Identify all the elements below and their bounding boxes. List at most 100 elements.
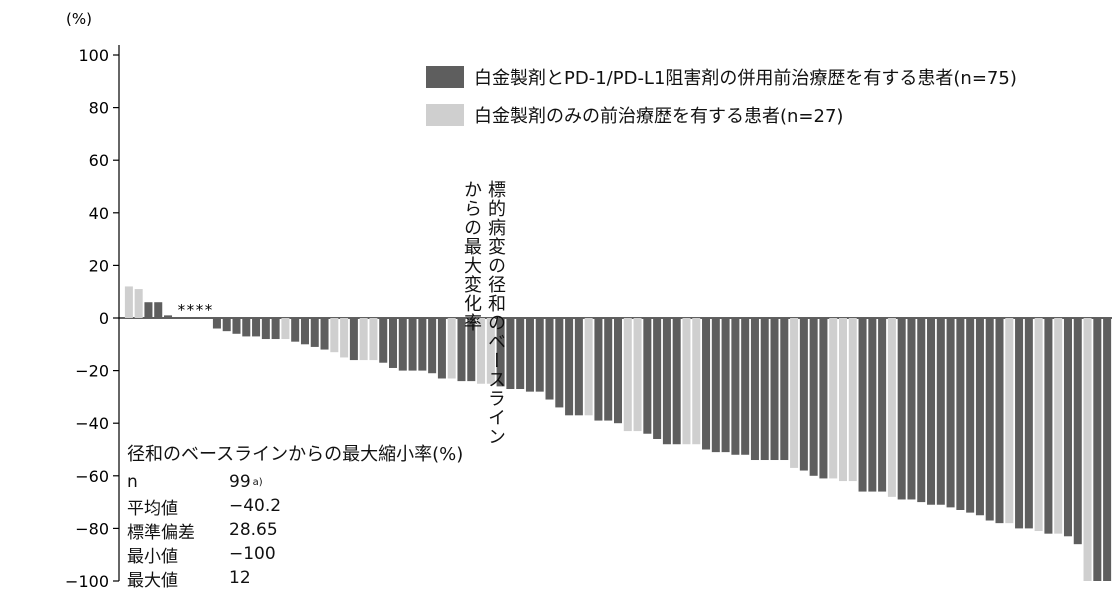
bar (389, 318, 398, 368)
bar (496, 318, 505, 387)
bar (124, 286, 133, 318)
bar (291, 318, 300, 342)
stats-label: 標準偏差 (127, 522, 195, 543)
stats-value: 28.65 (229, 520, 278, 540)
y-tick-label: −60 (75, 467, 109, 486)
stats-label: 最小値 (127, 546, 178, 567)
y-tick-label: 40 (89, 204, 109, 223)
bar (516, 318, 525, 390)
bar (1073, 318, 1082, 545)
bar (252, 318, 261, 337)
bar (1044, 318, 1053, 534)
y-axis-label: 標的病変の径和のベースライン からの最大変化率 (20, 180, 506, 446)
bar (525, 318, 534, 392)
bar (418, 318, 427, 371)
y-unit-label: (%) (66, 10, 92, 28)
bar (897, 318, 906, 500)
bar (447, 318, 456, 379)
y-tick-label: −80 (75, 519, 109, 538)
bar (721, 318, 730, 453)
bar (457, 318, 466, 382)
bar (486, 318, 495, 384)
bar (369, 318, 378, 361)
bar (936, 318, 945, 505)
bar (760, 318, 769, 461)
stats-value: −40.2 (229, 496, 282, 516)
legend-item-platinum-only: 白金製剤のみの前治療歴を有する患者(n=27) (426, 100, 1017, 130)
bar (917, 318, 926, 503)
bar (829, 318, 838, 479)
stats-value: 12 (229, 568, 251, 588)
bar (790, 318, 799, 468)
stats-label: n (127, 472, 138, 492)
y-tick-label: 20 (89, 256, 109, 275)
bar (887, 318, 896, 497)
bar (1024, 318, 1033, 529)
bar (467, 318, 476, 382)
y-axis-label-line-2: からの最大変化率 (461, 180, 482, 332)
stats-row-max: 最大値 12 (127, 566, 463, 591)
bar (477, 318, 486, 384)
bar (868, 318, 877, 492)
bar (134, 289, 143, 318)
bar (222, 318, 231, 332)
bar (878, 318, 887, 492)
bar (1034, 318, 1043, 532)
legend-swatch-combo (426, 66, 464, 88)
bar (966, 318, 975, 513)
bar (555, 318, 564, 408)
stats-footnote-marker: a) (252, 476, 263, 488)
bar (506, 318, 515, 390)
bar (379, 318, 388, 363)
bar (711, 318, 720, 453)
stats-row-n: n 99 a) (127, 470, 463, 494)
bar (995, 318, 1004, 524)
bar (545, 318, 554, 400)
bar (682, 318, 691, 445)
bar (349, 318, 358, 361)
bar (692, 318, 701, 445)
bar (1063, 318, 1072, 537)
y-tick-label: −100 (65, 572, 109, 589)
y-tick-label: 100 (78, 46, 109, 65)
bar (330, 318, 339, 353)
bar (310, 318, 319, 347)
bar (594, 318, 603, 421)
bar (340, 318, 349, 358)
y-tick-label: 0 (99, 309, 109, 328)
bar (848, 318, 857, 482)
bar (565, 318, 574, 416)
bar (858, 318, 867, 492)
bar (144, 302, 153, 318)
stats-row-sd: 標準偏差 28.65 (127, 518, 463, 543)
y-tick-label: 80 (89, 99, 109, 118)
y-tick-label: −40 (75, 414, 109, 433)
bar (271, 318, 280, 340)
legend-swatch-platinum-only (426, 104, 464, 126)
stats-label: 最大値 (127, 570, 178, 591)
bar (232, 318, 241, 334)
bar (320, 318, 329, 350)
bar (1054, 318, 1063, 534)
bar (437, 318, 446, 379)
bar (838, 318, 847, 482)
bar (731, 318, 740, 455)
bar (975, 318, 984, 516)
legend-label-combo: 白金製剤とPD-1/PD-L1阻害剤の併用前治療歴を有する患者(n=75) (474, 68, 1017, 89)
y-tick-label: 60 (89, 151, 109, 170)
bar (300, 318, 309, 345)
zero-change-marker: **** (177, 301, 213, 319)
bar (907, 318, 916, 500)
stats-row-min: 最小値 −100 (127, 542, 463, 567)
legend-item-combo: 白金製剤とPD-1/PD-L1阻害剤の併用前治療歴を有する患者(n=75) (426, 62, 1017, 92)
bar (1005, 318, 1014, 524)
bar (212, 318, 221, 329)
bar (428, 318, 437, 374)
bar (1093, 318, 1102, 581)
bar (780, 318, 789, 461)
bar (359, 318, 368, 361)
bar (261, 318, 270, 340)
bar (613, 318, 623, 424)
bar (154, 302, 163, 318)
